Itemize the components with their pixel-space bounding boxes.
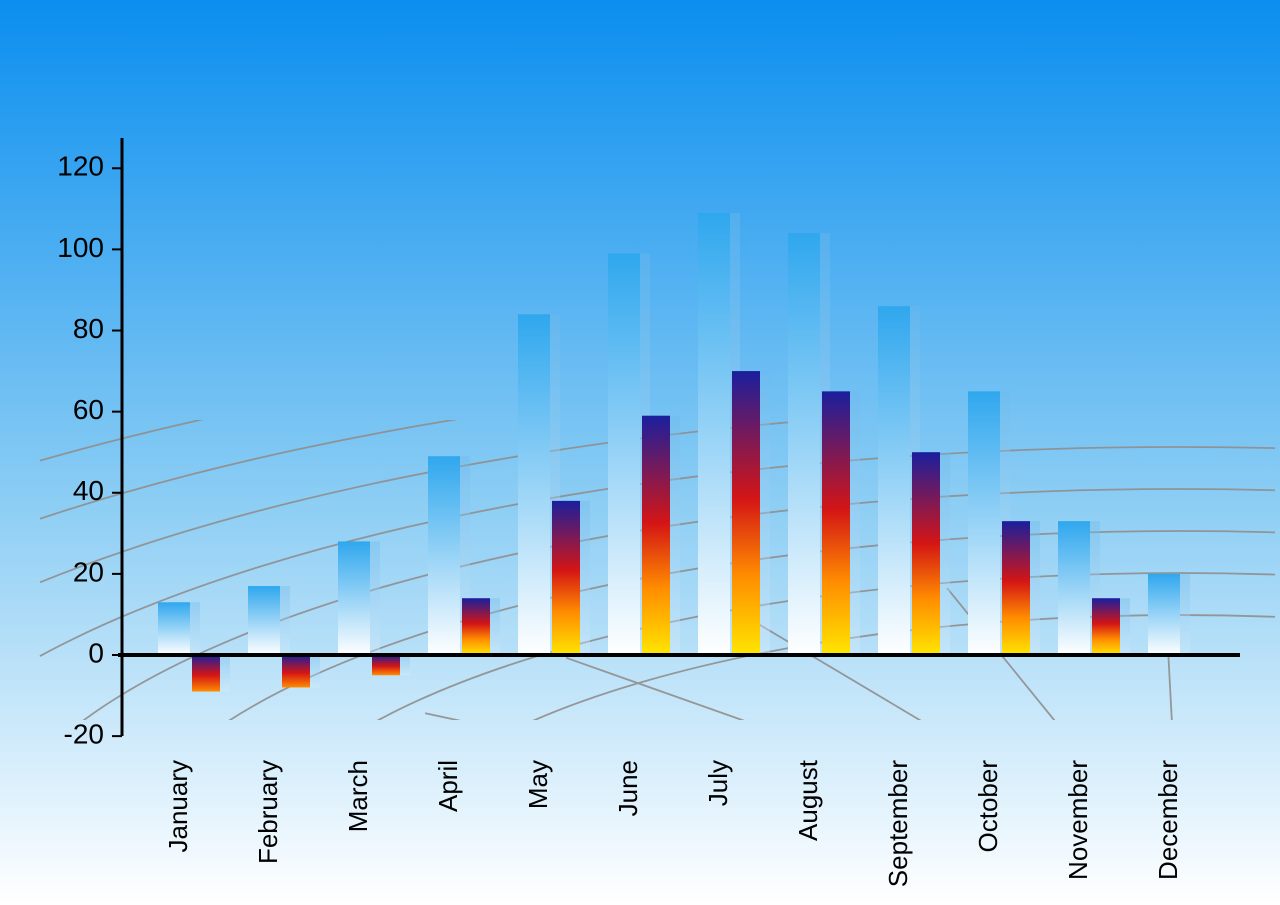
series2-bar — [642, 416, 670, 655]
y-tick-label: 100 — [57, 232, 104, 263]
series1-bar — [1058, 521, 1090, 655]
series1-bar — [608, 253, 640, 655]
series1-bar — [248, 586, 280, 655]
x-tick-label: May — [523, 760, 553, 809]
y-tick-label: -20 — [64, 719, 104, 750]
x-tick-label: November — [1063, 760, 1093, 880]
x-tick-label: June — [613, 760, 643, 816]
series1-bar — [1148, 574, 1180, 655]
y-tick-label: 80 — [73, 313, 104, 344]
x-tick-label: September — [883, 760, 913, 888]
x-tick-label: February — [253, 760, 283, 864]
series1-bar — [968, 391, 1000, 655]
series2-bar — [1002, 521, 1030, 655]
y-tick-label: 120 — [57, 151, 104, 182]
x-tick-label: January — [163, 760, 193, 853]
series2-bar — [462, 598, 490, 655]
series1-bar — [518, 314, 550, 655]
series1-bar — [158, 602, 190, 655]
series2-bar — [282, 655, 310, 687]
chart-container: -20 0 20 40 60 80 100 120 January February March Ap… — [0, 0, 1280, 905]
y-tick-label: 60 — [73, 394, 104, 425]
series2-bar — [372, 655, 400, 675]
x-tick-label: April — [433, 760, 463, 812]
y-tick-label: 0 — [88, 637, 104, 668]
series2-bar — [822, 391, 850, 655]
series1-bar — [338, 541, 370, 655]
x-tick-label: March — [343, 760, 373, 832]
x-tick-label: December — [1153, 760, 1183, 880]
monthly-bar-chart: -20 0 20 40 60 80 100 120 January February March Ap… — [0, 0, 1280, 905]
x-tick-label: July — [703, 760, 733, 806]
series1-bar — [698, 213, 730, 655]
series1-bar — [428, 456, 460, 655]
x-tick-label: October — [973, 760, 1003, 853]
series2-bar — [192, 655, 220, 692]
series2-bar — [912, 452, 940, 655]
series2-bar — [1092, 598, 1120, 655]
series1-bar — [788, 233, 820, 655]
y-tick-label: 20 — [73, 556, 104, 587]
x-tick-label: August — [793, 759, 823, 841]
series2-bar — [732, 371, 760, 655]
series2-bar — [552, 501, 580, 655]
series1-bar — [878, 306, 910, 655]
y-tick-label: 40 — [73, 475, 104, 506]
